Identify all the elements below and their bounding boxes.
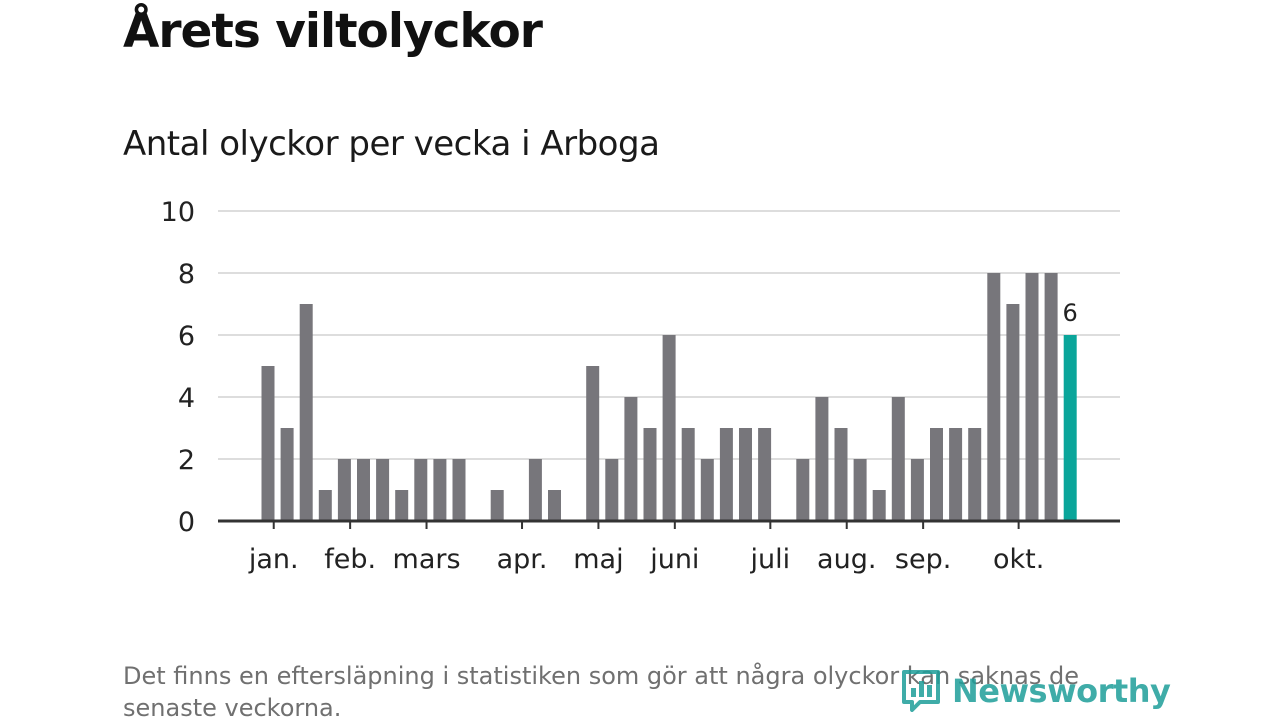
bar xyxy=(968,428,982,521)
bar xyxy=(930,428,943,521)
x-tick-label: aug. xyxy=(817,544,876,575)
bar xyxy=(490,490,504,521)
bar xyxy=(872,490,886,521)
bar xyxy=(1044,273,1058,521)
x-tick-label: jan. xyxy=(248,544,299,575)
bar xyxy=(280,428,294,521)
bar xyxy=(433,459,447,521)
x-tick-label: sep. xyxy=(895,544,951,575)
bar xyxy=(548,490,561,521)
x-tick-label: okt. xyxy=(993,544,1044,575)
x-tick-label: feb. xyxy=(324,544,376,575)
bar xyxy=(662,335,676,521)
bar xyxy=(796,459,810,521)
bar xyxy=(376,459,390,521)
bar xyxy=(395,490,409,521)
x-tick-label: mars xyxy=(393,544,461,575)
bar xyxy=(452,459,466,521)
x-tick-label: apr. xyxy=(497,544,548,575)
bar-chart: 0 2 4 6 8 10 6 jan. feb. mars apr. maj juni juli aug. s… xyxy=(161,197,1120,575)
bar xyxy=(586,366,600,521)
bar xyxy=(891,397,905,521)
bar xyxy=(337,459,351,521)
bar xyxy=(949,428,963,521)
bar xyxy=(643,428,657,521)
y-tick-label: 4 xyxy=(178,383,195,414)
bar xyxy=(261,366,275,521)
y-tick-label: 0 xyxy=(178,507,195,538)
chart-title: Årets viltolyckor xyxy=(123,4,543,59)
bar xyxy=(681,428,695,521)
y-tick-label: 6 xyxy=(178,321,195,352)
bar-highlight xyxy=(1063,335,1077,521)
y-tick-label: 2 xyxy=(178,445,195,476)
logo-text: Newsworthy xyxy=(952,672,1171,710)
bar xyxy=(815,397,829,521)
chart-subtitle: Antal olyckor per vecka i Arboga xyxy=(123,124,660,164)
bar xyxy=(318,490,332,521)
bar xyxy=(1006,304,1020,521)
bar xyxy=(624,397,638,521)
bar xyxy=(299,304,313,521)
bar xyxy=(528,459,542,521)
bar xyxy=(834,428,848,521)
x-tick-label: juni xyxy=(649,544,699,575)
bar xyxy=(719,428,733,521)
bar xyxy=(739,428,752,521)
highlight-data-label: 6 xyxy=(1063,299,1078,327)
newsworthy-logo: Newsworthy xyxy=(900,668,1171,714)
bar xyxy=(910,459,924,521)
bar xyxy=(414,459,428,521)
y-tick-label: 8 xyxy=(178,259,195,290)
bar xyxy=(1025,273,1039,521)
y-tick-label: 10 xyxy=(161,197,195,228)
newsworthy-logo-icon xyxy=(902,670,940,712)
bar xyxy=(758,428,772,521)
bar xyxy=(853,459,867,521)
x-tick-label: maj xyxy=(573,544,623,575)
bar xyxy=(357,459,370,521)
bar xyxy=(700,459,714,521)
bar xyxy=(605,459,619,521)
x-tick-label: juli xyxy=(750,544,791,575)
bar xyxy=(987,273,1001,521)
